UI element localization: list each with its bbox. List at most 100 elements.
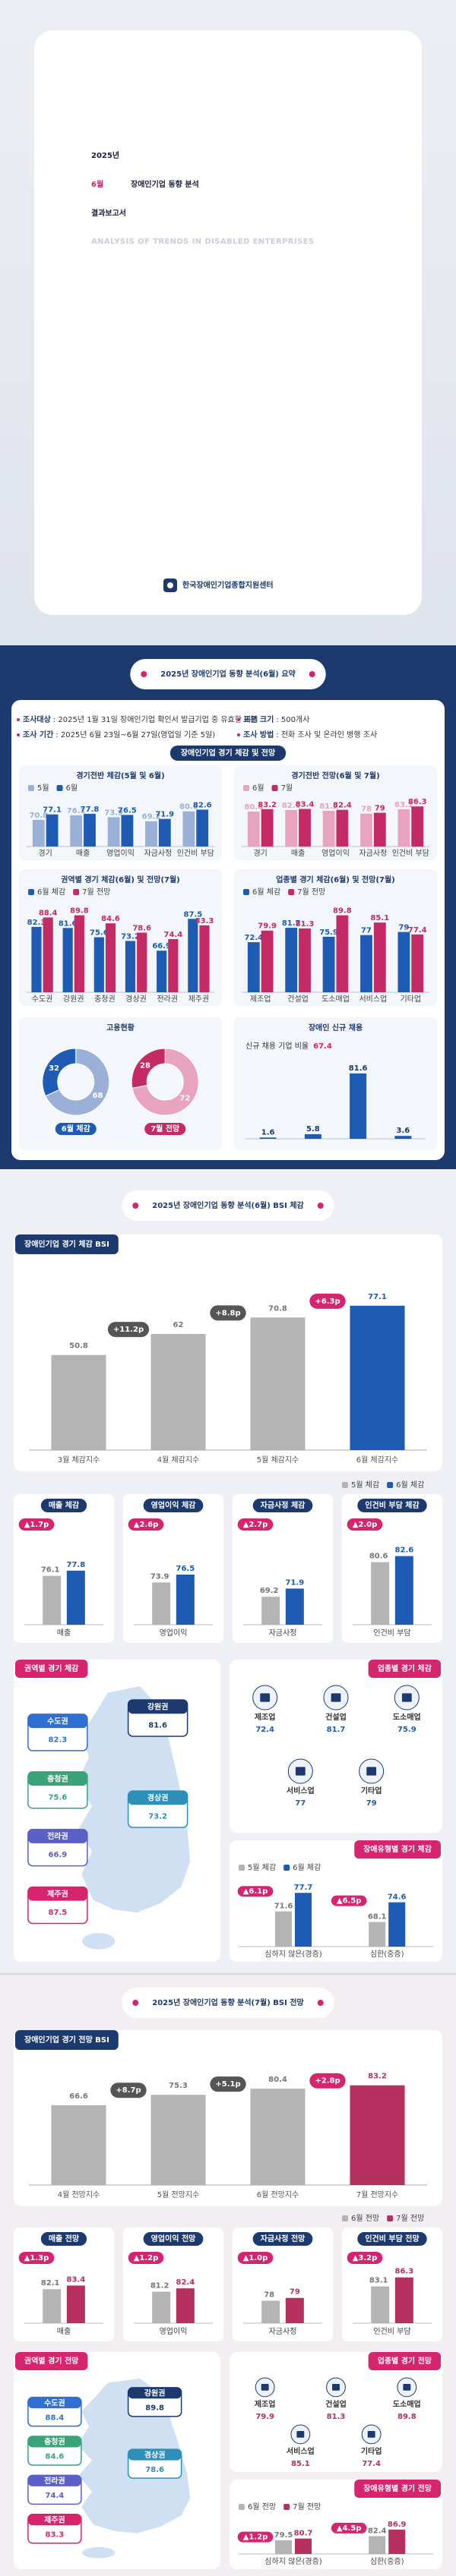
panel-tab-bg <box>354 1840 441 1859</box>
category-label: 영업이익 <box>160 2326 188 2336</box>
bar <box>150 2095 206 2185</box>
info-bullet <box>237 733 240 736</box>
legend-swatch <box>239 2504 245 2510</box>
chart-title: 고용현황 <box>106 1023 135 1033</box>
legend-swatch <box>73 889 80 895</box>
panel-tab-bg <box>354 2480 441 2498</box>
region-name: 수도권 <box>47 1717 68 1726</box>
value-label: 68 <box>93 1092 103 1100</box>
value-label: 78 <box>264 2291 274 2299</box>
panel-tab-bg <box>357 1499 427 1512</box>
icon-glyph <box>367 2431 375 2438</box>
bar <box>137 932 147 992</box>
bar <box>250 1317 306 1450</box>
value-label: 82.3 <box>27 919 46 927</box>
change-badge: +6.3p <box>315 1297 340 1306</box>
value-label: 79.9 <box>258 922 277 931</box>
bar <box>261 930 274 992</box>
bar <box>336 915 349 992</box>
bar <box>373 922 386 992</box>
industry-name: 제조업 <box>255 2399 276 2409</box>
value-label: 86.3 <box>394 2268 413 2276</box>
panel <box>14 1494 114 1643</box>
category-label: 인건비 부담 <box>373 2327 410 2336</box>
legend-label: 7월 전망 <box>396 2214 424 2223</box>
value-label: 73.2 <box>121 932 140 941</box>
panel-tab: 인건비 부담 체감 <box>365 1500 420 1510</box>
region-name: 강원권 <box>144 2388 166 2398</box>
bar <box>199 925 210 992</box>
value-label: 81.7 <box>282 919 301 928</box>
bar <box>188 919 198 992</box>
chart-title: 장애인 신규 채용 <box>309 1023 363 1033</box>
bar <box>350 2085 405 2185</box>
category-label: 기타업 <box>400 994 421 1004</box>
bar <box>168 938 179 992</box>
bar <box>152 2291 171 2323</box>
icon-glyph <box>366 1767 377 1776</box>
title-dot <box>141 671 147 677</box>
donut-slice <box>42 1048 77 1097</box>
value-label: 74.4 <box>163 931 182 939</box>
stat-label: 신규 채용 기업 비율 <box>245 1041 309 1051</box>
value-label: 66.6 <box>69 2092 88 2101</box>
value-label: 75.6 <box>90 929 109 938</box>
panel-tab: 매출 전망 <box>49 2234 80 2243</box>
value-label: 82.4 <box>368 2527 387 2535</box>
bar <box>397 809 410 847</box>
icon-glyph <box>296 2431 305 2438</box>
category-label: 제주권 <box>188 995 210 1004</box>
change-badge-bg <box>110 2083 147 2098</box>
bar <box>157 951 167 992</box>
industry-name: 기타업 <box>361 1786 382 1796</box>
value-label: 66.9 <box>152 942 171 951</box>
change-badge-bg <box>331 2522 367 2533</box>
bar <box>74 915 84 992</box>
legend-label: 6월 체감 <box>293 1863 321 1872</box>
legend-swatch <box>387 2215 394 2221</box>
category-label: 제조업 <box>250 994 271 1004</box>
info-label: 조사 기간 <box>23 730 54 739</box>
bar <box>259 1137 277 1139</box>
value-label: 82.1 <box>282 802 301 810</box>
bar <box>360 813 372 847</box>
legend-swatch <box>342 1482 348 1488</box>
region-value: 74.4 <box>46 2492 65 2500</box>
change-badge: ▲3.2p <box>353 2254 378 2262</box>
bar <box>121 815 134 847</box>
cover-month: 6월 <box>91 180 103 189</box>
center-label: 장애인기업 경기 체감 및 전망 <box>181 748 276 758</box>
panel <box>342 1494 442 1643</box>
panel-tab: 영업이익 체감 <box>151 1500 196 1510</box>
region-head <box>128 1699 188 1714</box>
region-value: 84.6 <box>46 2453 65 2461</box>
icon-glyph <box>260 1693 271 1702</box>
region-name: 전라권 <box>44 2476 65 2486</box>
bar <box>394 1136 412 1139</box>
change-badge-bg <box>237 1518 274 1531</box>
value-label: 62 <box>173 1321 184 1329</box>
panel-tab-bg <box>15 1660 88 1678</box>
donut-caption-bg <box>144 1123 186 1135</box>
industry-value: 77.4 <box>362 2460 381 2468</box>
change-badge: +11.2p <box>113 1326 144 1334</box>
legend-label: 7월 전망 <box>297 888 325 897</box>
legend-label: 6월 체감 <box>37 888 65 897</box>
industry-value: 79 <box>366 1799 377 1808</box>
panel-tab: 자금사정 체감 <box>261 1500 306 1510</box>
region-name: 제주권 <box>44 2515 65 2524</box>
panel <box>123 1494 223 1643</box>
cover-subtitle: ANALYSIS OF TRENDS IN DISABLED ENTERPRIS… <box>91 238 315 246</box>
change-badge-bg <box>107 1322 150 1338</box>
industry-value: 85.1 <box>291 2460 310 2468</box>
legend-swatch <box>387 1482 394 1488</box>
bar <box>295 2538 312 2554</box>
value-label: 85.1 <box>370 914 389 922</box>
value-label: 70.8 <box>29 812 48 820</box>
title-dot <box>309 671 315 677</box>
bar <box>373 812 386 847</box>
industry-name: 서비스업 <box>287 2446 315 2456</box>
category-label: 6월 전망지수 <box>257 2190 299 2199</box>
value-label: 75.9 <box>319 929 338 937</box>
